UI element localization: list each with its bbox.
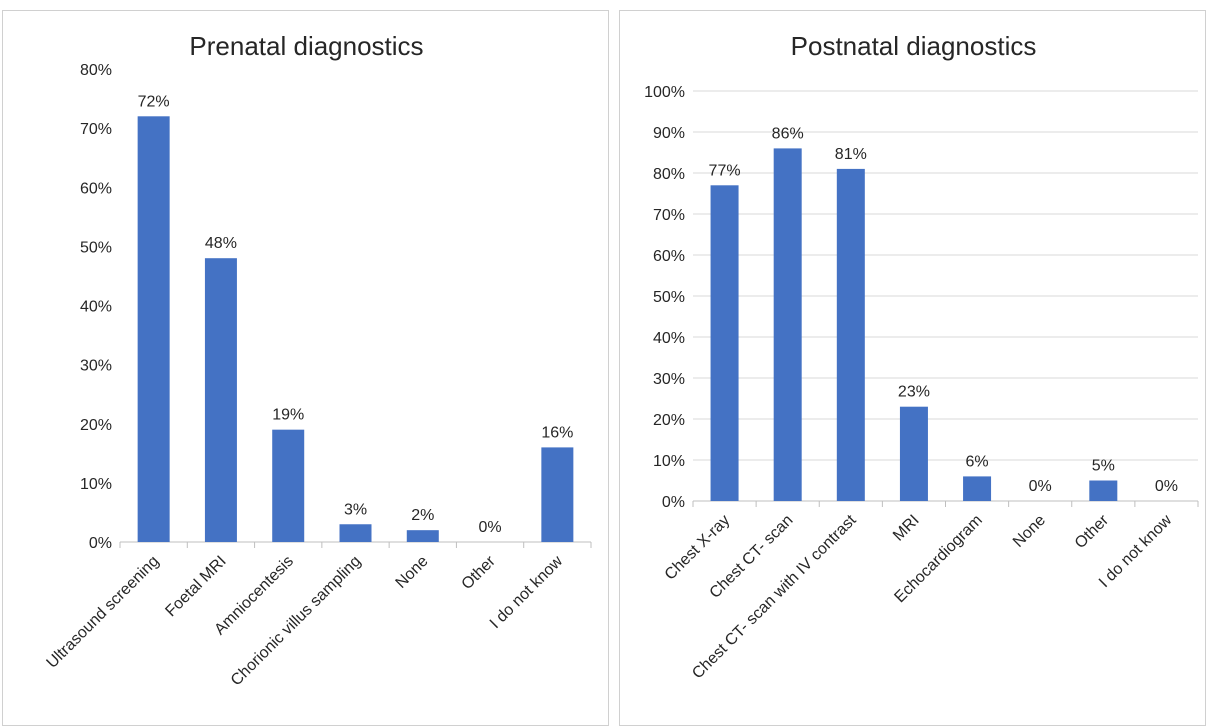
postnatal-bar — [710, 185, 739, 502]
postnatal-y-tick-label: 40% — [653, 330, 685, 347]
prenatal-bar — [137, 116, 170, 543]
prenatal-y-tick-label: 70% — [80, 121, 112, 138]
postnatal-y-tick-label: 70% — [653, 207, 685, 224]
prenatal-chart-title: Prenatal diagnostics — [189, 31, 423, 61]
prenatal-category-label: Other — [459, 552, 500, 593]
postnatal-bar — [963, 476, 992, 501]
postnatal-data-label: 81% — [835, 146, 867, 163]
postnatal-y-tick-label: 50% — [653, 289, 685, 306]
postnatal-data-label: 6% — [966, 453, 989, 470]
postnatal-bar — [1089, 480, 1118, 501]
postnatal-category-label: None — [1010, 512, 1049, 551]
prenatal-bar — [204, 258, 237, 542]
postnatal-y-tick-label: 100% — [644, 84, 685, 101]
prenatal-data-label: 0% — [479, 519, 502, 536]
prenatal-data-label: 16% — [541, 424, 573, 441]
postnatal-y-tick-label: 80% — [653, 166, 685, 183]
postnatal-category-label: Other — [1072, 511, 1113, 552]
prenatal-y-tick-label: 60% — [80, 180, 112, 197]
prenatal-category-label: Foetal MRI — [162, 553, 229, 620]
prenatal-data-label: 3% — [344, 501, 367, 518]
prenatal-bar — [339, 524, 372, 542]
prenatal-data-label: 48% — [205, 235, 237, 252]
prenatal-y-tick-label: 0% — [89, 535, 112, 552]
prenatal-y-tick-label: 80% — [80, 62, 112, 79]
postnatal-bar — [836, 168, 865, 501]
prenatal-y-tick-label: 20% — [80, 417, 112, 434]
prenatal-y-tick-label: 40% — [80, 299, 112, 316]
postnatal-data-label: 86% — [772, 125, 804, 142]
prenatal-category-label: Chorionic villus sampling — [228, 553, 365, 690]
postnatal-data-label: 5% — [1092, 458, 1115, 475]
prenatal-bar — [541, 447, 574, 542]
prenatal-data-label: 2% — [411, 507, 434, 524]
prenatal-y-tick-label: 50% — [80, 239, 112, 256]
postnatal-chart-title: Postnatal diagnostics — [791, 31, 1037, 61]
postnatal-y-tick-label: 10% — [653, 453, 685, 470]
postnatal-data-label: 0% — [1155, 478, 1178, 495]
postnatal-y-tick-label: 30% — [653, 371, 685, 388]
postnatal-bar — [773, 148, 802, 501]
prenatal-bar — [406, 530, 439, 542]
prenatal-category-label: None — [393, 553, 432, 592]
prenatal-chart: Prenatal diagnostics 0% 10% 20% 30% 40% 50% 60%… — [44, 31, 592, 690]
postnatal-data-label: 23% — [898, 384, 930, 401]
postnatal-y-tick-label: 90% — [653, 125, 685, 142]
postnatal-data-label: 0% — [1029, 478, 1052, 495]
prenatal-y-tick-label: 30% — [80, 358, 112, 375]
postnatal-category-label: MRI — [890, 512, 923, 545]
postnatal-y-tick-label: 0% — [662, 494, 685, 511]
prenatal-data-label: 19% — [272, 407, 304, 424]
prenatal-chart-panel: Prenatal diagnostics 0% 10% 20% 30% 40% 50% 60%… — [2, 10, 609, 726]
postnatal-chart: Postnatal diagnostics 0% 10% 20% 30% 40% 50% 60… — [644, 31, 1199, 682]
prenatal-y-tick-label: 10% — [80, 476, 112, 493]
postnatal-y-tick-label: 20% — [653, 412, 685, 429]
postnatal-chart-panel: Postnatal diagnostics 0% 10% 20% 30% 40% 50% 60… — [619, 10, 1206, 726]
prenatal-category-label: I do not know — [487, 552, 567, 632]
postnatal-y-tick-label: 60% — [653, 248, 685, 265]
postnatal-bar — [899, 406, 928, 501]
prenatal-bar — [272, 429, 305, 542]
postnatal-data-label: 77% — [709, 162, 741, 179]
prenatal-category-label: Ultrasound screening — [44, 553, 163, 672]
prenatal-data-label: 72% — [138, 93, 170, 110]
